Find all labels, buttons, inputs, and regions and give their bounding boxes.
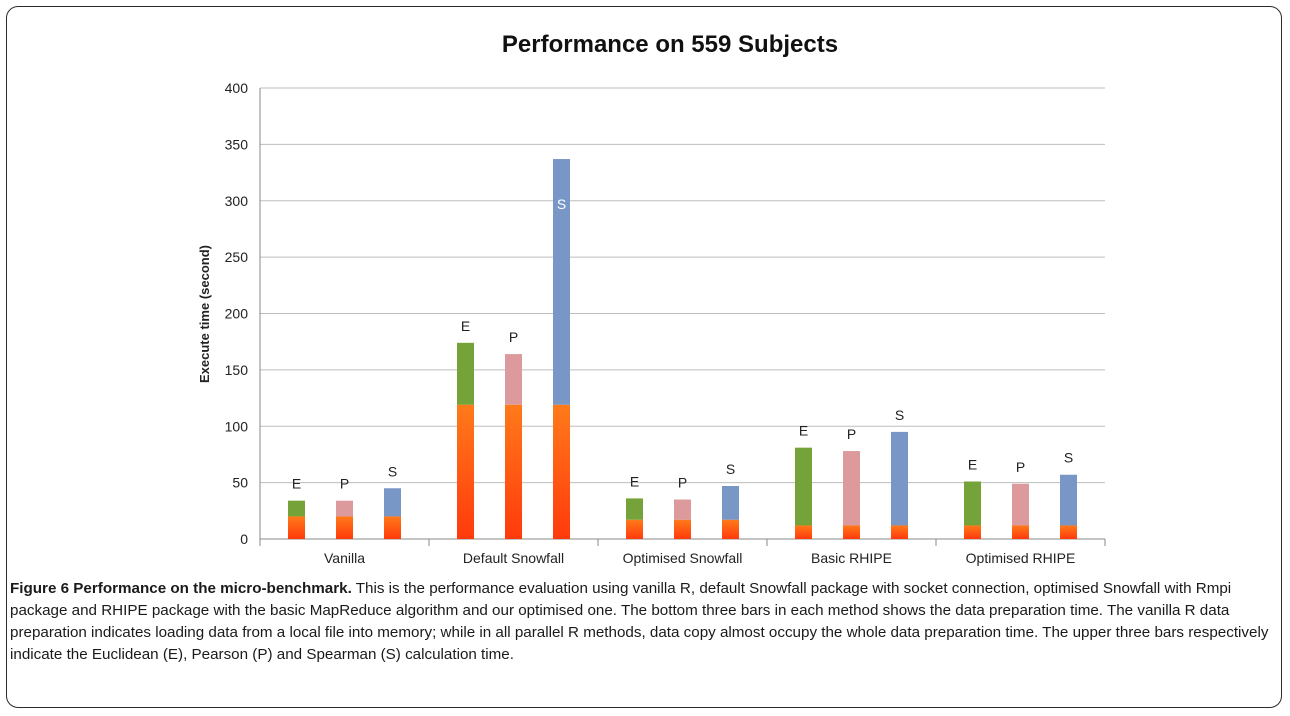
caption-text: This is the performance evaluation using… (10, 580, 1269, 663)
bar-data-preparation (384, 516, 401, 539)
bar-label-P: P (509, 329, 518, 345)
bar-calculation-S (1060, 474, 1077, 526)
bar-data-preparation (505, 404, 522, 539)
bar-calculation-S (891, 431, 908, 526)
bar-data-preparation (457, 404, 474, 539)
y-tick-label: 150 (225, 362, 249, 378)
bar-calculation-P (505, 354, 522, 405)
bar-data-preparation (795, 525, 812, 539)
bar-label-S: S (726, 461, 735, 477)
y-tick-label: 250 (225, 249, 249, 265)
bar-calculation-E (795, 447, 812, 526)
bar-data-preparation (1060, 525, 1077, 539)
bar-data-preparation (891, 525, 908, 539)
bar-calculation-P (843, 451, 860, 526)
bar-label-E: E (968, 456, 977, 472)
figure-frame (6, 6, 1282, 708)
y-tick-label: 100 (225, 418, 249, 434)
x-tick-label: Optimised Snowfall (623, 550, 743, 566)
bar-calculation-S (553, 159, 570, 405)
y-tick-label: 200 (225, 306, 249, 322)
bar-label-S: S (1064, 450, 1073, 466)
bar-calculation-E (457, 342, 474, 405)
bar-calculation-E (964, 481, 981, 526)
bar-data-preparation (1012, 525, 1029, 539)
x-tick-label: Default Snowfall (463, 550, 564, 566)
bars: E P S E P S E P S E P S E P S (288, 159, 1077, 539)
chart-title: Performance on 559 Subjects (502, 31, 838, 58)
bar-calculation-E (288, 500, 305, 517)
x-tick-label: Optimised RHIPE (966, 550, 1076, 566)
bar-label-E: E (799, 423, 808, 439)
y-tick-label: 350 (225, 136, 249, 152)
y-tick-label: 50 (232, 475, 248, 491)
bar-calculation-S (722, 486, 739, 520)
bar-data-preparation (843, 525, 860, 539)
bar-label-P: P (1016, 459, 1025, 475)
bar-data-preparation (553, 404, 570, 539)
x-tick-label: Vanilla (324, 550, 365, 566)
bar-label-P: P (340, 476, 349, 492)
bar-label-E: E (292, 476, 301, 492)
bar-calculation-P (336, 500, 353, 517)
bar-chart: Performance on 559 Subjects Execute time… (197, 31, 1106, 566)
bar-calculation-E (626, 498, 643, 520)
bar-label-E: E (630, 473, 639, 489)
y-tick-label: 0 (240, 531, 248, 547)
y-tick-label: 300 (225, 193, 249, 209)
y-axis-label: Execute time (second) (197, 245, 212, 383)
bar-label-S: S (895, 407, 904, 423)
bar-label-P: P (678, 475, 687, 491)
bar-data-preparation (964, 525, 981, 539)
x-tick-labels: Vanilla Default Snowfall Optimised Snowfal… (324, 550, 1075, 566)
bar-data-preparation (288, 516, 305, 539)
bar-label-S: S (388, 463, 397, 479)
bar-label-P: P (847, 426, 856, 442)
figure-caption: Figure 6 Performance on the micro-benchm… (10, 578, 1278, 666)
caption-label: Figure 6 Performance on the micro-benchm… (10, 580, 352, 597)
x-tick-label: Basic RHIPE (811, 550, 892, 566)
y-tick-label: 400 (225, 80, 249, 96)
bar-data-preparation (674, 519, 691, 539)
y-tick-labels: 0 50 100 150 200 250 300 350 400 (225, 80, 249, 547)
bar-label-E: E (461, 318, 470, 334)
bar-calculation-P (1012, 483, 1029, 526)
bar-data-preparation (722, 519, 739, 539)
bar-calculation-P (674, 499, 691, 520)
bar-label-S: S (557, 196, 566, 212)
bar-data-preparation (336, 516, 353, 539)
bar-data-preparation (626, 519, 643, 539)
bar-calculation-S (384, 488, 401, 517)
